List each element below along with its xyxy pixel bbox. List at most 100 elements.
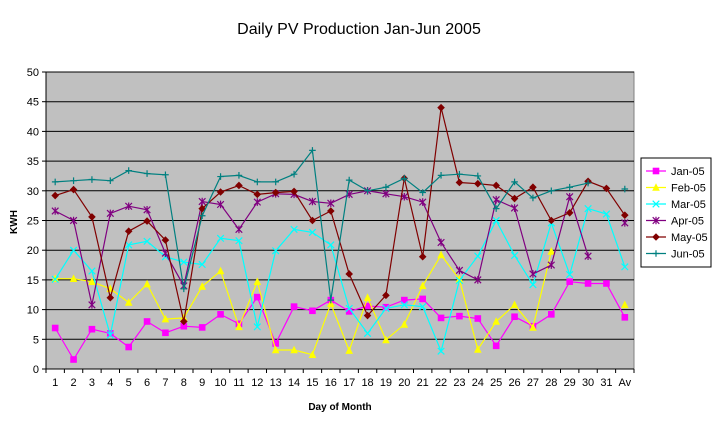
data-point [327, 207, 335, 215]
data-point [382, 183, 390, 191]
legend-swatch-marker [652, 216, 660, 225]
data-point [308, 350, 317, 359]
data-point [492, 342, 500, 350]
data-point [88, 325, 96, 333]
data-point [327, 296, 335, 304]
data-point [180, 285, 188, 293]
data-point [70, 177, 77, 185]
data-point [455, 178, 464, 187]
data-point [217, 311, 224, 318]
data-point [217, 173, 224, 180]
legend-item: May-05 [646, 232, 708, 244]
data-point [437, 103, 445, 112]
y-tick-label: 35 [27, 156, 39, 168]
x-tick-label: 22 [435, 377, 447, 389]
x-tick-label: 10 [214, 377, 226, 389]
data-point [584, 280, 592, 287]
x-tick-label: 17 [343, 377, 355, 389]
data-point [363, 293, 372, 302]
data-point [400, 320, 409, 328]
data-point [253, 198, 262, 206]
data-point [418, 281, 427, 290]
data-point [382, 304, 390, 313]
data-point [602, 184, 611, 193]
x-tick-label: 20 [398, 377, 410, 389]
data-point [51, 178, 59, 186]
data-point [474, 172, 482, 180]
data-point [290, 303, 298, 310]
data-point [107, 177, 114, 185]
data-point [308, 228, 317, 237]
data-point [51, 191, 59, 200]
x-tick-label: 19 [380, 377, 392, 389]
data-point [124, 227, 133, 235]
data-point [548, 311, 555, 318]
data-point [529, 194, 537, 202]
x-tick-label: 15 [306, 377, 318, 389]
data-point [271, 345, 280, 354]
data-point [253, 277, 262, 285]
x-tick-label: 26 [508, 377, 520, 389]
data-point [621, 300, 629, 309]
data-point [143, 206, 151, 214]
data-point [235, 236, 243, 245]
data-point [437, 347, 445, 355]
data-point [216, 200, 225, 209]
data-point [51, 324, 59, 332]
data-point [382, 335, 390, 344]
y-tick-label: 20 [27, 245, 39, 257]
x-tick-label: 24 [472, 377, 484, 389]
data-point [235, 172, 243, 179]
x-tick-label: 4 [107, 377, 113, 389]
data-point [401, 296, 408, 304]
data-point [253, 190, 262, 199]
x-tick-label: 18 [361, 377, 373, 389]
data-point [290, 225, 298, 234]
data-point [143, 318, 151, 325]
data-point [602, 210, 611, 218]
x-tick-label: 14 [288, 377, 300, 389]
data-point [364, 302, 371, 310]
data-point [382, 189, 390, 198]
data-point [106, 293, 115, 302]
data-point [106, 331, 115, 339]
chart-title: Daily PV Production Jan-Jun 2005 [237, 21, 481, 38]
data-point [401, 175, 408, 182]
data-point [180, 258, 188, 266]
data-point [565, 270, 574, 279]
x-tick-label: 25 [490, 377, 502, 389]
data-point [511, 313, 518, 321]
legend-swatch-marker [652, 233, 660, 241]
data-point [327, 199, 335, 208]
series-line [55, 107, 626, 322]
y-tick-label: 10 [27, 305, 39, 317]
data-point [529, 280, 537, 289]
data-point [382, 303, 390, 311]
data-point [455, 275, 464, 283]
x-axis-title: Day of Month [308, 402, 371, 413]
x-tick-label: 7 [162, 377, 168, 389]
data-point [254, 178, 261, 186]
data-point [510, 251, 519, 260]
data-point [235, 225, 243, 234]
data-point [492, 205, 500, 212]
y-tick-label: 15 [27, 275, 39, 287]
data-point [272, 340, 279, 347]
data-point [510, 194, 519, 203]
legend-label: Apr-05 [671, 216, 704, 228]
legend-label: Jun-05 [671, 249, 705, 261]
data-point [88, 267, 96, 275]
data-point [51, 207, 59, 215]
data-point [143, 217, 151, 225]
data-point [584, 179, 592, 187]
data-point [216, 266, 225, 275]
data-point [400, 301, 409, 309]
data-point [125, 167, 132, 174]
data-point [180, 322, 188, 330]
data-point [437, 250, 445, 259]
data-point [474, 276, 482, 284]
data-point [235, 322, 243, 331]
data-point [565, 208, 574, 217]
data-point [216, 234, 225, 243]
